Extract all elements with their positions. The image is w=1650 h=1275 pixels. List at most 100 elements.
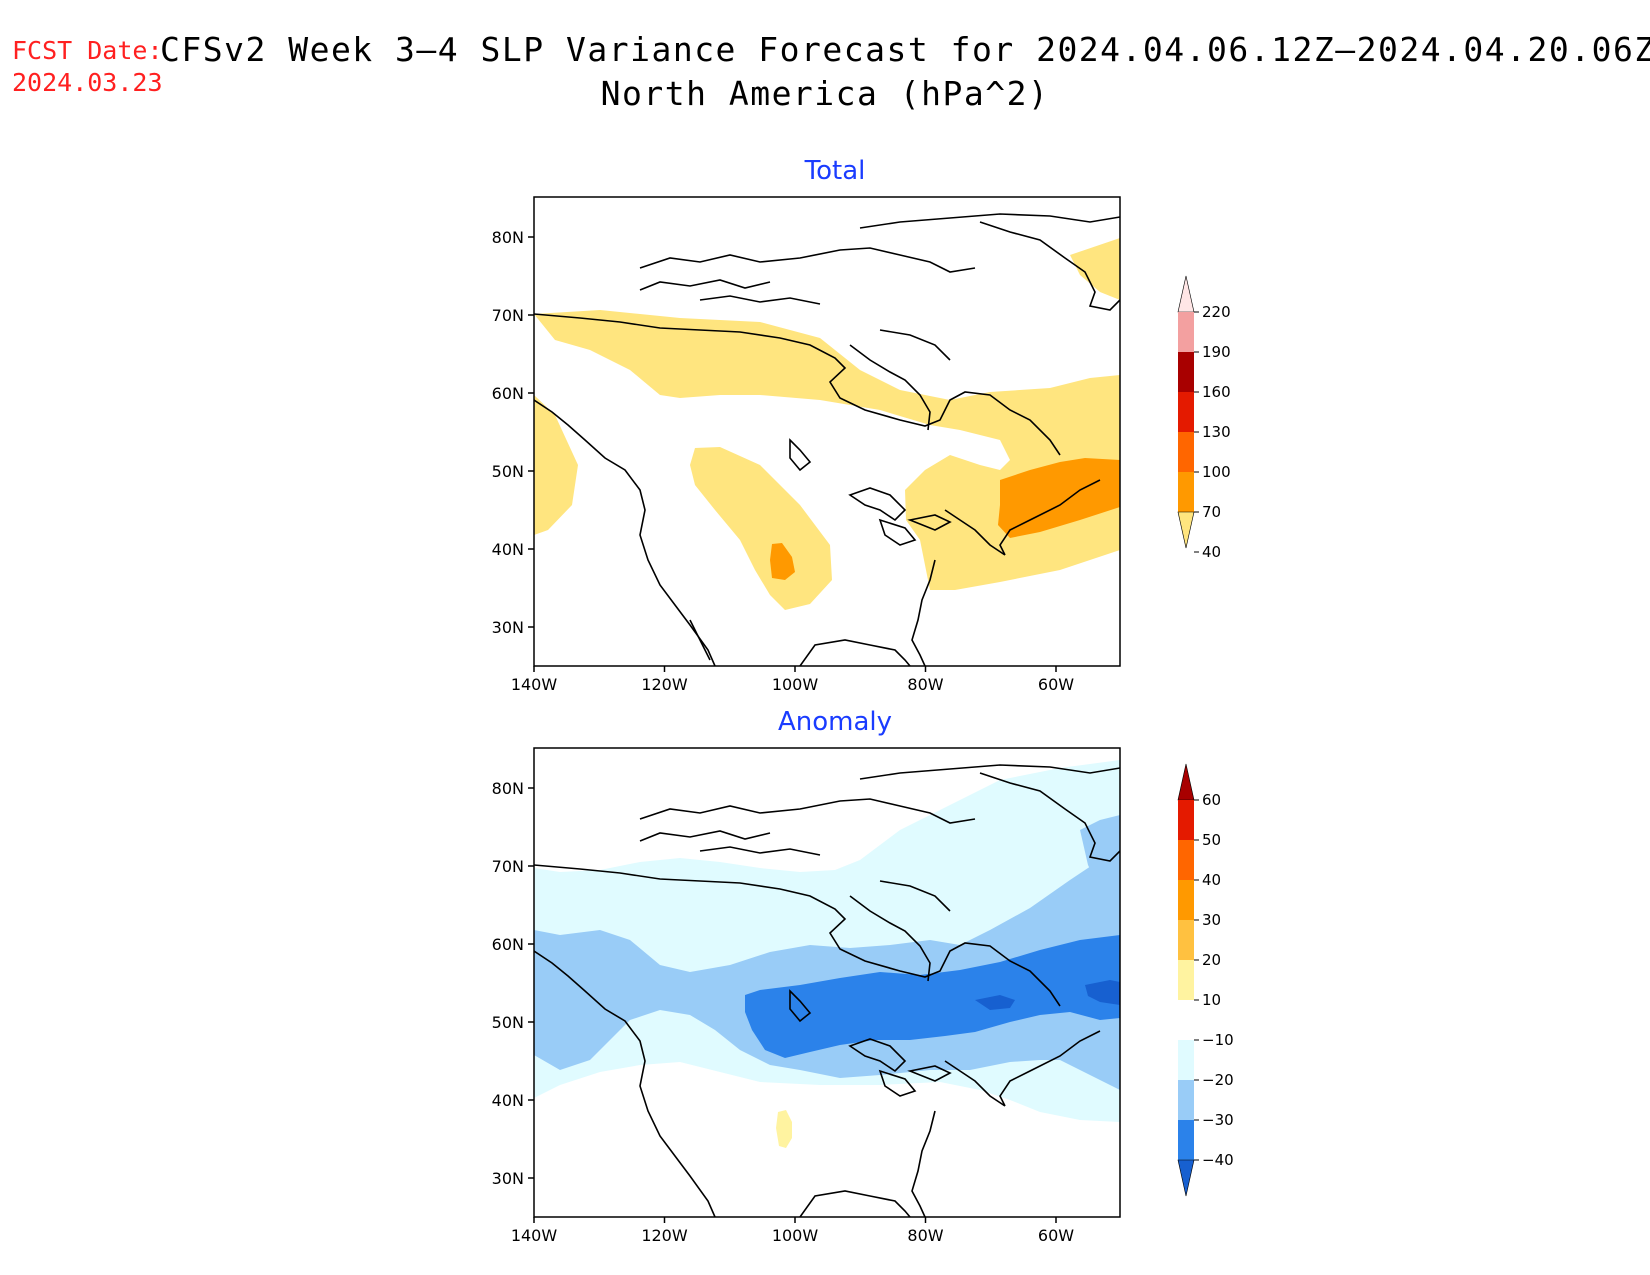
lat-tick-label: 80N [492, 779, 524, 798]
colorbar-label: 40 [1202, 543, 1221, 561]
total-band-ne-corner [1070, 238, 1120, 300]
colorbar-swatch [1178, 1000, 1194, 1040]
colorbar-label: 20 [1202, 951, 1221, 969]
coast-atlantic [911, 479, 1101, 666]
lon-tick-label: 80W [907, 1226, 943, 1245]
total-colorbar: 220 190 160 130 100 70 40 [1177, 275, 1231, 561]
colorbar-label: 10 [1202, 991, 1221, 1009]
colorbar-swatch [1178, 432, 1194, 472]
colorbar-label: 50 [1202, 831, 1221, 849]
colorbar-label: 190 [1202, 343, 1231, 361]
total-coastlines [534, 213, 1120, 666]
forecast-date-label: FCST Date: [12, 36, 163, 65]
colorbar-label: −30 [1202, 1111, 1234, 1129]
lon-tick-label: 140W [511, 675, 558, 694]
colorbar-swatch [1178, 840, 1194, 880]
colorbar-label: 130 [1202, 423, 1231, 441]
colorbar-label: −20 [1202, 1071, 1234, 1089]
anomaly-lat-axis: 80N 70N 60N 50N 40N 30N [492, 779, 534, 1188]
colorbar-swatch [1178, 352, 1194, 392]
colorbar-arrow-bottom [1177, 511, 1195, 549]
coast-great-lakes [789, 989, 952, 1097]
total-band-east-max [998, 458, 1120, 538]
coast-greenland [979, 221, 1120, 311]
colorbar-label: 100 [1202, 463, 1231, 481]
coast-greenland [979, 772, 1120, 862]
colorbar-swatch [1178, 472, 1194, 512]
colorbar-label: 70 [1202, 503, 1221, 521]
lon-tick-label: 140W [511, 1226, 558, 1245]
coast-gulf [799, 1190, 911, 1217]
lon-tick-label: 100W [772, 1226, 819, 1245]
total-band-central-max [770, 543, 795, 580]
colorbar-label: −10 [1202, 1031, 1234, 1049]
lat-tick-label: 30N [492, 1169, 524, 1188]
coast-arctic-islands [639, 213, 1120, 305]
coast-pacific [534, 399, 716, 666]
coast-pacific [534, 950, 716, 1217]
lon-tick-label: 60W [1038, 675, 1074, 694]
lat-tick-label: 60N [492, 384, 524, 403]
total-band-north [534, 310, 1120, 590]
colorbar-swatch [1178, 1040, 1194, 1080]
anomaly-fill-layer [534, 748, 1120, 1217]
anomaly-lon-axis: 140W 120W 100W 80W 60W [511, 1217, 1074, 1245]
anomaly-panel-title: Anomaly [777, 707, 893, 737]
coast-baja [689, 619, 711, 661]
colorbar-swatch [1178, 960, 1194, 1000]
lat-tick-label: 70N [492, 306, 524, 325]
colorbar-label: 160 [1202, 383, 1231, 401]
colorbar-swatch [1178, 920, 1194, 960]
total-map: 80N 70N 60N 50N 40N 30N 140W 120W 100W 80W 60W 22… [492, 196, 1231, 694]
colorbar-swatch [1178, 392, 1194, 432]
coast-mainland-north [534, 864, 1061, 1007]
colorbar-arrow-top [1177, 763, 1195, 801]
colorbar-label: 40 [1202, 871, 1221, 889]
anom-band-30-40 [745, 935, 1120, 1058]
lat-tick-label: 50N [492, 1013, 524, 1032]
lat-tick-label: 70N [492, 857, 524, 876]
lat-tick-label: 80N [492, 228, 524, 247]
total-lat-axis: 80N 70N 60N 50N 40N 30N [492, 228, 534, 637]
lon-tick-label: 120W [641, 1226, 688, 1245]
colorbar-swatch [1178, 312, 1194, 352]
anomaly-coastlines [534, 764, 1120, 1217]
lat-tick-label: 50N [492, 462, 524, 481]
coast-mainland-north [534, 313, 1061, 456]
colorbar-label: 220 [1202, 303, 1231, 321]
lat-tick-label: 30N [492, 618, 524, 637]
anom-band-neutral-south [534, 1062, 1120, 1217]
coast-gulf [799, 639, 911, 666]
anom-band-neutral-north [534, 748, 1120, 872]
coast-atlantic [911, 1030, 1101, 1217]
total-map-frame [533, 196, 1121, 667]
lon-tick-label: 120W [641, 675, 688, 694]
anomaly-colorbar: 60 50 40 30 20 10 −10 −20 −30 −40 [1177, 763, 1234, 1197]
anom-band-20-30-ne [1080, 815, 1120, 905]
lon-tick-label: 80W [907, 675, 943, 694]
coast-great-lakes [789, 438, 952, 546]
colorbar-label: 60 [1202, 791, 1221, 809]
total-band-central [690, 447, 832, 610]
lat-tick-label: 60N [492, 935, 524, 954]
lat-tick-label: 40N [492, 540, 524, 559]
colorbar-swatch [1178, 880, 1194, 920]
forecast-date-value: 2024.03.23 [12, 68, 163, 97]
lon-tick-label: 60W [1038, 1226, 1074, 1245]
lon-tick-label: 100W [772, 675, 819, 694]
colorbar-label: −40 [1202, 1151, 1234, 1169]
total-band-west [534, 395, 578, 535]
anom-band-10-20 [776, 1110, 792, 1148]
anom-band-below-40 [975, 980, 1120, 1010]
colorbar-swatch [1178, 1080, 1194, 1120]
anomaly-map-frame [533, 747, 1121, 1218]
total-panel-title: Total [804, 156, 866, 186]
total-lon-axis: 140W 120W 100W 80W 60W [511, 666, 1074, 694]
coast-arctic-islands [639, 764, 1120, 856]
chart-title: CFSv2 Week 3–4 SLP Variance Forecast for… [160, 30, 1650, 69]
colorbar-arrow-bottom [1177, 1159, 1195, 1197]
chart-subtitle: North America (hPa^2) [600, 74, 1050, 113]
colorbar-swatch [1178, 800, 1194, 840]
coast-hudson-bay [849, 880, 951, 982]
